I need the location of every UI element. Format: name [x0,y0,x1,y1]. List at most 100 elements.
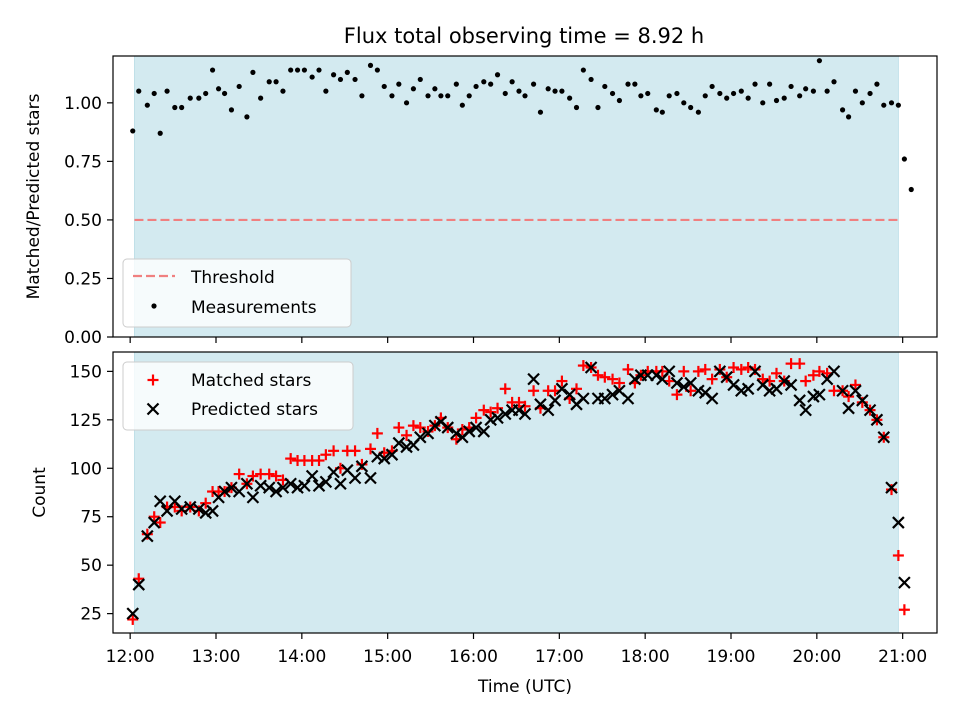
measurement-point [157,130,163,136]
predicted-star-point [777,374,791,388]
measurement-point [396,81,402,87]
predicted-star-point [892,516,905,529]
measurement-point [653,107,659,113]
measurement-point [316,67,322,73]
measurement-point [781,95,787,101]
y-tick-label: 75 [80,508,102,528]
x-tick-label: 21:00 [878,647,927,667]
measurement-point [280,88,286,94]
predicted-star-point [885,481,898,494]
measurement-point [172,104,178,111]
measurement-point [130,128,136,134]
x-tick-label: 14:00 [277,647,326,667]
matched-star-point [678,365,690,377]
measurement-point [702,93,708,99]
measurement-point [874,81,880,87]
predicted-star-point [327,465,340,479]
predicted-star-point [262,481,276,494]
predicted-star-point [269,485,283,498]
measurement-point [502,90,508,97]
predicted-star-point [534,398,547,411]
predicted-stars-points [126,361,911,620]
predicted-star-point [126,607,140,620]
matched-star-point [328,445,340,457]
predicted-star-point [541,403,555,417]
measurement-point [810,88,817,94]
x-axis-label: Time (UTC) [477,677,572,697]
measurement-point [215,86,222,92]
y-tick-label: 0.00 [64,328,102,348]
measurement-point [221,90,228,97]
predicted-star-point [870,413,884,427]
predicted-star-point [441,421,455,434]
measurement-point [337,76,344,83]
matched-star-point [233,468,245,480]
measurement-point [509,79,515,85]
predicted-star-point [863,403,877,417]
matched-star-point [200,497,212,509]
predicted-star-point [813,388,826,401]
matched-star-point [813,365,825,377]
predicted-star-point [548,394,562,407]
measurement-point [730,90,737,97]
matched-star-point [478,404,490,416]
measurement-point [888,100,895,106]
predicted-star-point [305,469,319,483]
measurement-point [236,83,242,90]
top-y-ticks: 0.00 0.25 0.50 0.75 1.00 [64,94,113,348]
measurement-point [859,100,865,106]
predicted-star-point [727,378,740,392]
measurement-point [816,58,823,64]
measurement-point [695,109,701,115]
measurement-point [552,88,558,94]
matched-star-point [393,422,405,434]
legend-predicted-label: Predicted stars [191,400,318,420]
measurement-point [266,79,272,85]
matched-star-point [856,396,868,408]
top-legend-box [122,258,352,328]
measurement-point [752,81,758,87]
measurement-point [580,67,586,73]
measurement-point [666,93,672,99]
x-tick-label: 18:00 [621,647,670,667]
measurement-point [567,95,573,101]
predicted-star-point [153,494,167,508]
matched-star-point [613,377,625,389]
predicted-star-point [606,388,619,401]
predicted-star-point [319,475,333,489]
matched-star-point [749,363,761,375]
measurement-point [481,79,487,85]
top-axes-frame [112,55,938,338]
predicted-star-point [650,368,663,382]
predicted-star-point [512,403,526,417]
measurement-point [845,114,852,120]
legend-plus-marker [147,374,159,386]
y-tick-label: 50 [80,556,102,576]
predicted-star-point [428,419,442,432]
measurement-point [187,95,193,101]
measurement-point [609,90,616,97]
measurement-point [745,95,751,101]
predicted-star-point [877,430,891,444]
measurement-point [659,109,665,115]
measurement-point [709,83,715,90]
x-tick-label: 13:00 [192,647,241,667]
measurement-point [773,97,780,104]
measurement-point [760,100,766,106]
measurement-point [445,93,451,99]
measurement-point [309,74,315,80]
measurement-point [824,88,830,94]
measurement-point [294,67,301,73]
measurement-point [209,67,216,73]
matched-star-point [407,420,419,432]
x-tick-label: 20:00 [792,647,841,667]
measurement-point [473,83,479,90]
measurement-point [196,95,202,101]
predicted-star-point [856,394,869,407]
x-tick-label: 16:00 [449,647,498,667]
predicted-star-point [312,479,326,492]
predicted-star-point [898,576,911,589]
matched-star-point [892,549,904,561]
measurement-point [831,79,837,85]
matched-star-point [599,371,611,383]
